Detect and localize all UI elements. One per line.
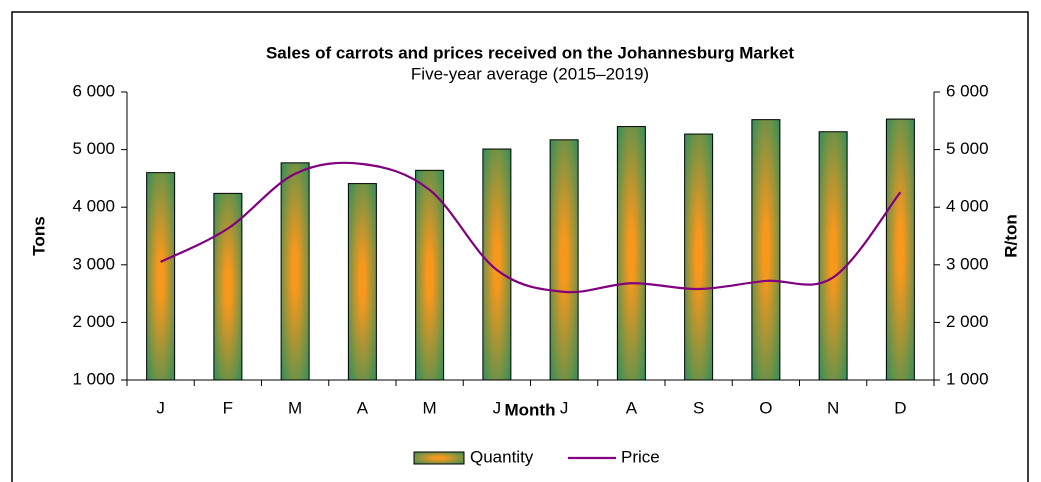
- bar: [684, 133, 714, 381]
- y2-tick-label: 5 000: [946, 139, 989, 158]
- legend-label: Quantity: [470, 447, 534, 466]
- y-tick-label: 4 000: [72, 197, 115, 216]
- y-tick-label: 6 000: [72, 81, 115, 100]
- x-tick-label: J: [156, 398, 165, 417]
- bar: [415, 169, 445, 381]
- x-tick-label: A: [357, 398, 369, 417]
- bar: [751, 119, 781, 381]
- x-tick-label: F: [223, 398, 233, 417]
- bar: [146, 172, 176, 381]
- bar: [549, 139, 579, 381]
- bar: [213, 192, 243, 381]
- chart-subtitle: Five-year average (2015–2019): [411, 64, 649, 83]
- y2-tick-label: 1 000: [946, 369, 989, 388]
- y-tick-label: 1 000: [72, 369, 115, 388]
- x-tick-label: M: [288, 398, 302, 417]
- bar: [280, 162, 310, 381]
- bar: [818, 131, 848, 381]
- x-tick-label: N: [827, 398, 839, 417]
- y2-tick-label: 6 000: [946, 81, 989, 100]
- y2-tick-label: 4 000: [946, 197, 989, 216]
- x-tick-label: O: [759, 398, 772, 417]
- x-tick-label: D: [894, 398, 906, 417]
- y2-tick-label: 3 000: [946, 254, 989, 273]
- x-tick-label: J: [560, 398, 569, 417]
- bar: [482, 148, 512, 381]
- y-tick-label: 2 000: [72, 312, 115, 331]
- x-tick-label: A: [626, 398, 638, 417]
- bar: [885, 118, 915, 381]
- y2-axis-title: R/ton: [1001, 214, 1020, 257]
- bar: [616, 126, 646, 381]
- chart-title: Sales of carrots and prices received on …: [266, 43, 794, 62]
- bar: [347, 183, 377, 381]
- legend-swatch: [413, 451, 465, 465]
- x-axis-title: Month: [505, 400, 556, 419]
- y2-tick-label: 2 000: [946, 312, 989, 331]
- y-tick-label: 3 000: [72, 254, 115, 273]
- legend-label: Price: [621, 447, 660, 466]
- x-tick-label: M: [423, 398, 437, 417]
- y-axis-title: Tons: [29, 216, 48, 255]
- x-tick-label: S: [693, 398, 704, 417]
- x-tick-label: J: [493, 398, 502, 417]
- chart-frame: [11, 11, 1029, 482]
- y-tick-label: 5 000: [72, 139, 115, 158]
- price-line: [160, 161, 902, 294]
